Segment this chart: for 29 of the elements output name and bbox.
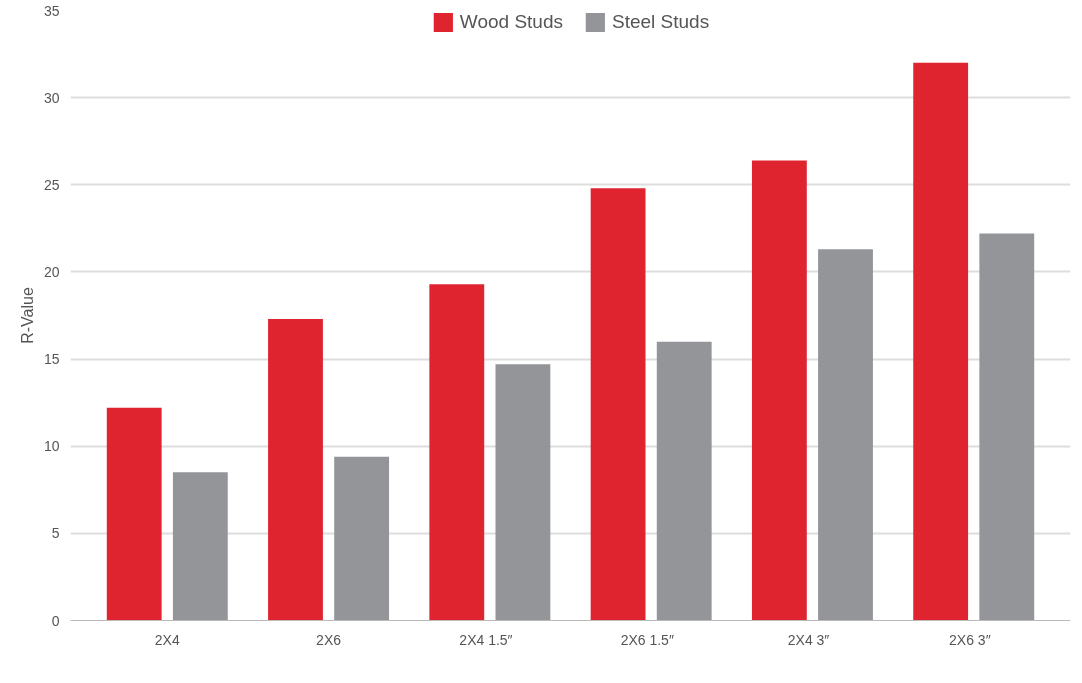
- bar: [751, 160, 807, 621]
- bar: [913, 62, 969, 621]
- y-tick-label: 15: [43, 351, 60, 368]
- y-tick-label: 10: [43, 438, 60, 455]
- bar: [429, 284, 485, 621]
- y-tick-label: 35: [43, 2, 60, 19]
- y-tick-label: 20: [43, 263, 60, 280]
- y-axis-title: R-Value: [18, 287, 36, 344]
- legend-label: Wood Studs: [459, 11, 563, 33]
- x-tick-label: 2X4 3″: [787, 631, 830, 648]
- bar: [106, 407, 162, 621]
- bar: [656, 341, 712, 621]
- x-tick-label: 2X4 1.5″: [459, 631, 513, 648]
- bar: [495, 364, 551, 621]
- bar: [818, 249, 873, 621]
- x-tick-label: 2X6 1.5″: [620, 631, 674, 648]
- bar: [172, 472, 228, 621]
- bar: [334, 456, 390, 621]
- bar: [268, 318, 323, 621]
- y-tick-label: 0: [51, 612, 60, 629]
- bar: [979, 233, 1035, 621]
- y-tick-label: 30: [43, 89, 60, 106]
- y-tick-label: 5: [51, 525, 60, 542]
- x-tick-label: 2X4: [154, 631, 180, 648]
- y-tick-label: 25: [43, 176, 60, 193]
- legend-label: Steel Studs: [611, 11, 710, 33]
- x-tick-label: 2X6: [316, 631, 342, 648]
- x-tick-label: 2X6 3″: [949, 631, 991, 648]
- bar: [590, 188, 646, 621]
